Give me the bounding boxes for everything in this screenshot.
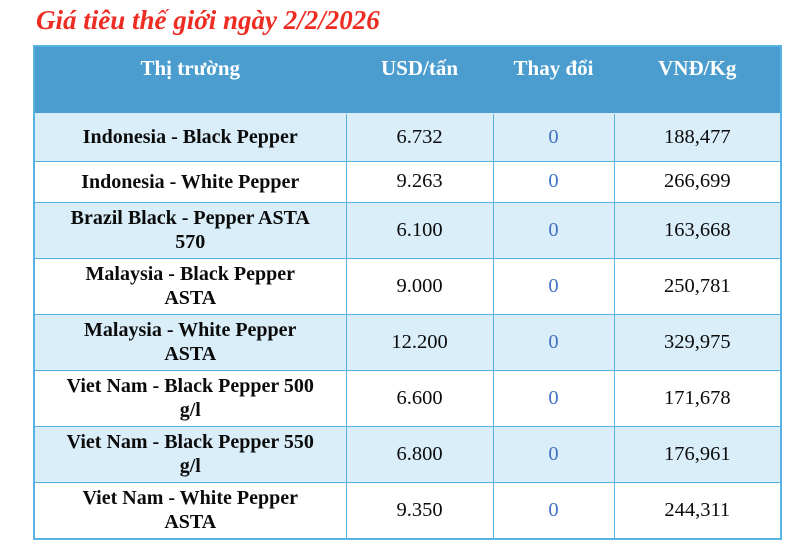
- change-cell: 0: [492, 481, 615, 540]
- price-table: Thị trường USD/tấn Thay đổi VNĐ/Kg Indon…: [33, 44, 782, 540]
- market-cell: Indonesia - Black Pepper: [33, 112, 347, 162]
- change-cell: 0: [492, 160, 615, 203]
- table-row: Viet Nam - Black Pepper 500 g/l 6.600 0 171…: [33, 369, 782, 427]
- footer-note: Thông tin mang tính tham khảo. Giá có th…: [0, 549, 800, 550]
- usd-cell: 9.000: [345, 257, 494, 315]
- price-table-body: Indonesia - Black Pepper 6.732 0 188,477 Ind…: [33, 112, 782, 540]
- market-cell: Brazil Black - Pepper ASTA 570: [33, 201, 347, 259]
- usd-cell: 12.200: [345, 313, 494, 371]
- table-row: Malaysia - Black Pepper ASTA 9.000 0 250,78…: [33, 257, 782, 315]
- table-row: Viet Nam - White Pepper ASTA 9.350 0 244,31…: [33, 481, 782, 540]
- vnd-cell: 176,961: [613, 425, 782, 483]
- col-header-change: Thay đổi: [492, 45, 615, 114]
- usd-cell: 6.600: [345, 369, 494, 427]
- market-cell: Viet Nam - Black Pepper 550 g/l: [33, 425, 347, 483]
- table-header-row: Thị trường USD/tấn Thay đổi VNĐ/Kg: [33, 45, 782, 114]
- vnd-cell: 163,668: [613, 201, 782, 259]
- table-row: Malaysia - White Pepper ASTA 12.200 0 329,9…: [33, 313, 782, 371]
- table-row: Indonesia - Black Pepper 6.732 0 188,477: [33, 112, 782, 162]
- vnd-cell: 329,975: [613, 313, 782, 371]
- market-cell: Indonesia - White Pepper: [33, 160, 347, 203]
- vnd-cell: 188,477: [613, 112, 782, 162]
- usd-cell: 6.732: [345, 112, 494, 162]
- vnd-cell: 244,311: [613, 481, 782, 540]
- market-cell: Viet Nam - Black Pepper 500 g/l: [33, 369, 347, 427]
- market-cell: Malaysia - White Pepper ASTA: [33, 313, 347, 371]
- change-cell: 0: [492, 369, 615, 427]
- change-cell: 0: [492, 112, 615, 162]
- col-header-usd: USD/tấn: [345, 45, 494, 114]
- change-cell: 0: [492, 425, 615, 483]
- usd-cell: 9.263: [345, 160, 494, 203]
- table-row: Viet Nam - Black Pepper 550 g/l 6.800 0 176…: [33, 425, 782, 483]
- col-header-vnd: VNĐ/Kg: [613, 45, 782, 114]
- change-cell: 0: [492, 257, 615, 315]
- vnd-cell: 250,781: [613, 257, 782, 315]
- market-cell: Malaysia - Black Pepper ASTA: [33, 257, 347, 315]
- table-row: Indonesia - White Pepper 9.263 0 266,699: [33, 160, 782, 203]
- usd-cell: 9.350: [345, 481, 494, 540]
- page-title: Giá tiêu thế giới ngày 2/2/2026: [36, 5, 380, 35]
- col-header-market: Thị trường: [33, 45, 347, 114]
- vnd-cell: 266,699: [613, 160, 782, 203]
- usd-cell: 6.800: [345, 425, 494, 483]
- market-cell: Viet Nam - White Pepper ASTA: [33, 481, 347, 540]
- table-row: Brazil Black - Pepper ASTA 570 6.100 0 163,…: [33, 201, 782, 259]
- change-cell: 0: [492, 313, 615, 371]
- change-cell: 0: [492, 201, 615, 259]
- vnd-cell: 171,678: [613, 369, 782, 427]
- usd-cell: 6.100: [345, 201, 494, 259]
